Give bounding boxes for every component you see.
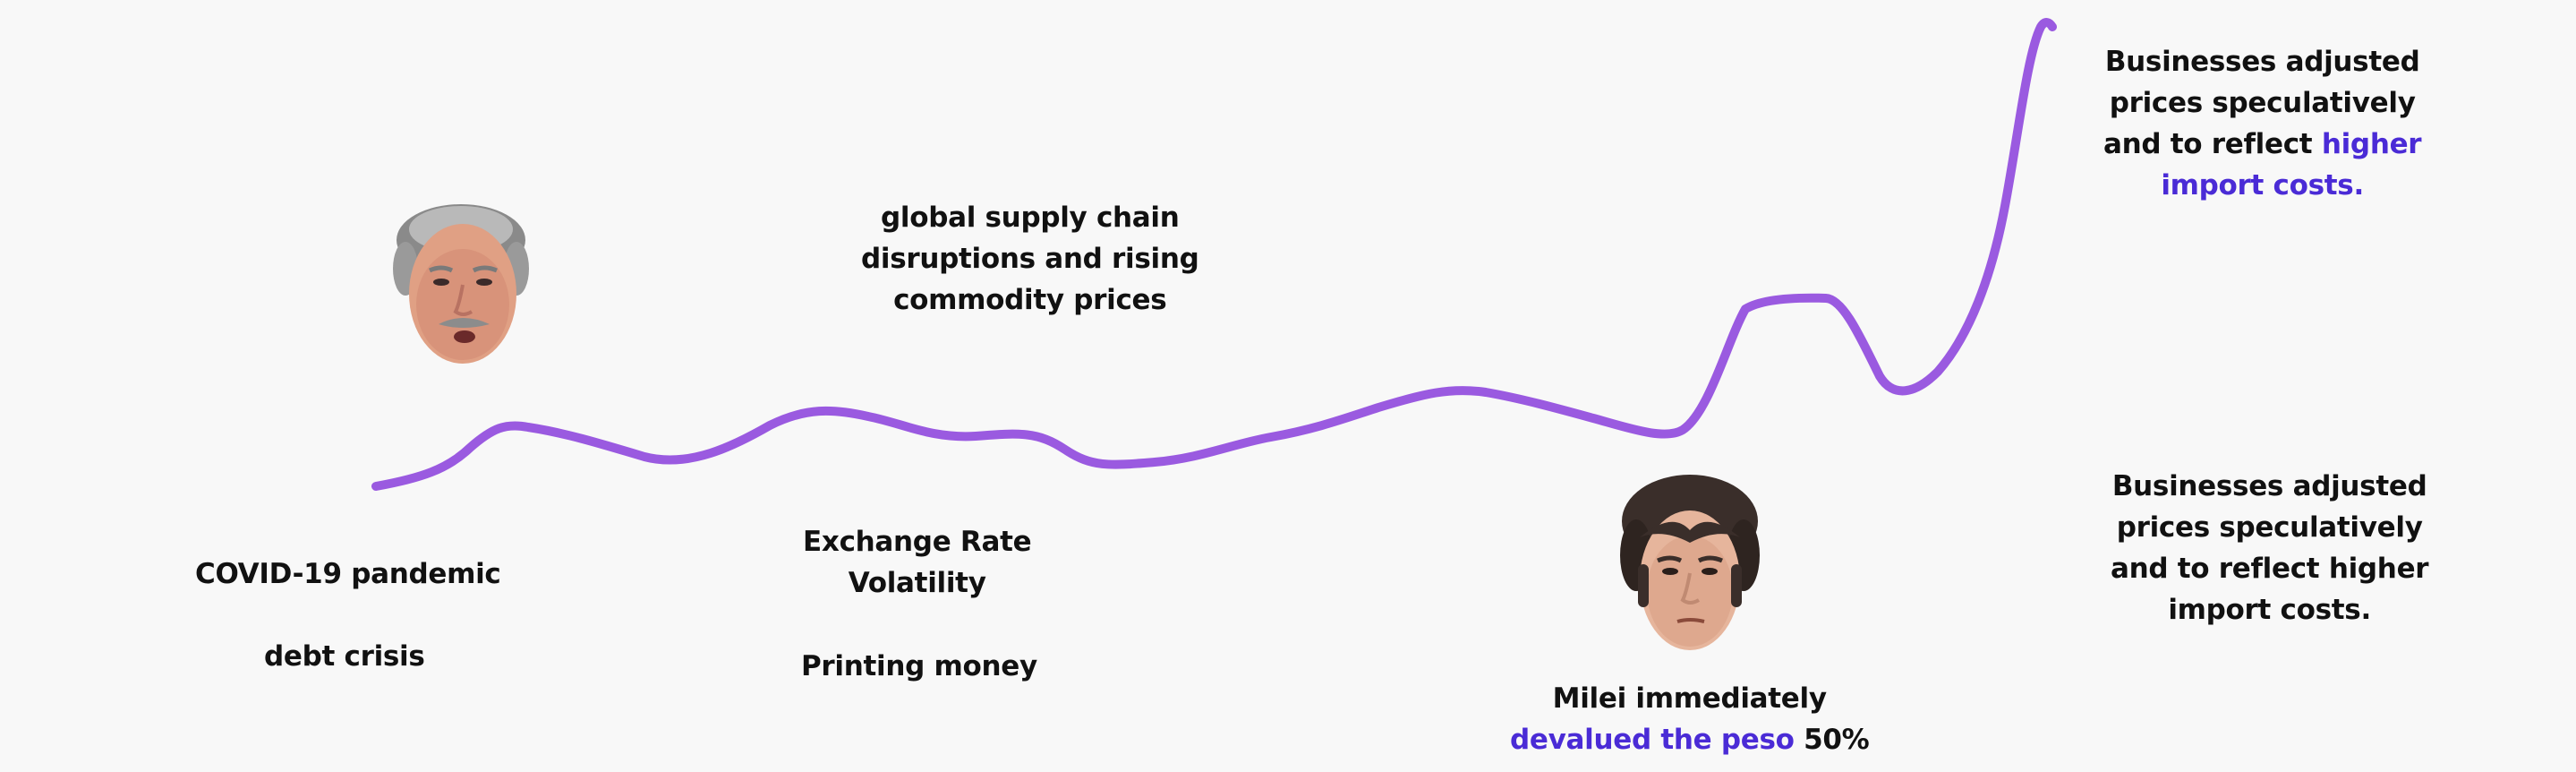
- supply-line-1: global supply chain: [880, 202, 1180, 234]
- exchange-rate-label: Exchange Rate Volatility: [803, 521, 1032, 604]
- br-line-4: import costs.: [2168, 594, 2371, 626]
- supply-chain-label: global supply chain disruptions and risi…: [861, 197, 1199, 321]
- br-line-1: Businesses adjusted: [2111, 470, 2427, 502]
- tr-line-1: Businesses adjusted: [2104, 46, 2420, 78]
- br-line-2: prices speculatively: [2116, 511, 2423, 544]
- import-costs-highlight: import costs.: [2161, 169, 2364, 202]
- supply-line-3: commodity prices: [893, 284, 1167, 316]
- tr-line-3: and to reflect higher: [2103, 124, 2422, 165]
- milei-label: Milei immediately devalued the peso 50%: [1510, 678, 1870, 760]
- devalued-highlight: devalued the peso: [1510, 724, 1795, 756]
- debt-crisis-label: debt crisis: [264, 636, 425, 677]
- covid-text: COVID-19 pandemic: [195, 558, 501, 590]
- portrait-icon: [393, 204, 529, 364]
- tr-line-2: prices speculatively: [2109, 87, 2416, 119]
- printing-money-label: Printing money: [801, 646, 1037, 687]
- higher-highlight: higher: [2321, 128, 2422, 160]
- milei-line-1: Milei immediately: [1552, 682, 1827, 715]
- top-right-businesses-label: Businesses adjusted prices speculatively…: [2103, 41, 2422, 206]
- portrait-icon: [1620, 475, 1760, 650]
- right-portrait: [1618, 475, 1761, 659]
- exchange-line-1: Exchange Rate: [803, 526, 1032, 558]
- tr-line-3-pre: and to reflect: [2103, 128, 2322, 160]
- milei-rest: 50%: [1794, 724, 1870, 756]
- milei-line-2: devalued the peso 50%: [1510, 719, 1870, 760]
- printing-money-text: Printing money: [801, 650, 1037, 682]
- exchange-line-2: Volatility: [848, 567, 986, 599]
- inflation-trend-line: [371, 18, 2057, 491]
- debt-crisis-text: debt crisis: [264, 640, 425, 673]
- left-portrait: [389, 197, 533, 376]
- bottom-right-businesses-label: Businesses adjusted prices speculatively…: [2111, 466, 2429, 630]
- supply-line-2: disruptions and rising: [861, 243, 1199, 275]
- covid-label: COVID-19 pandemic: [195, 553, 501, 595]
- br-line-3: and to reflect higher: [2111, 553, 2429, 585]
